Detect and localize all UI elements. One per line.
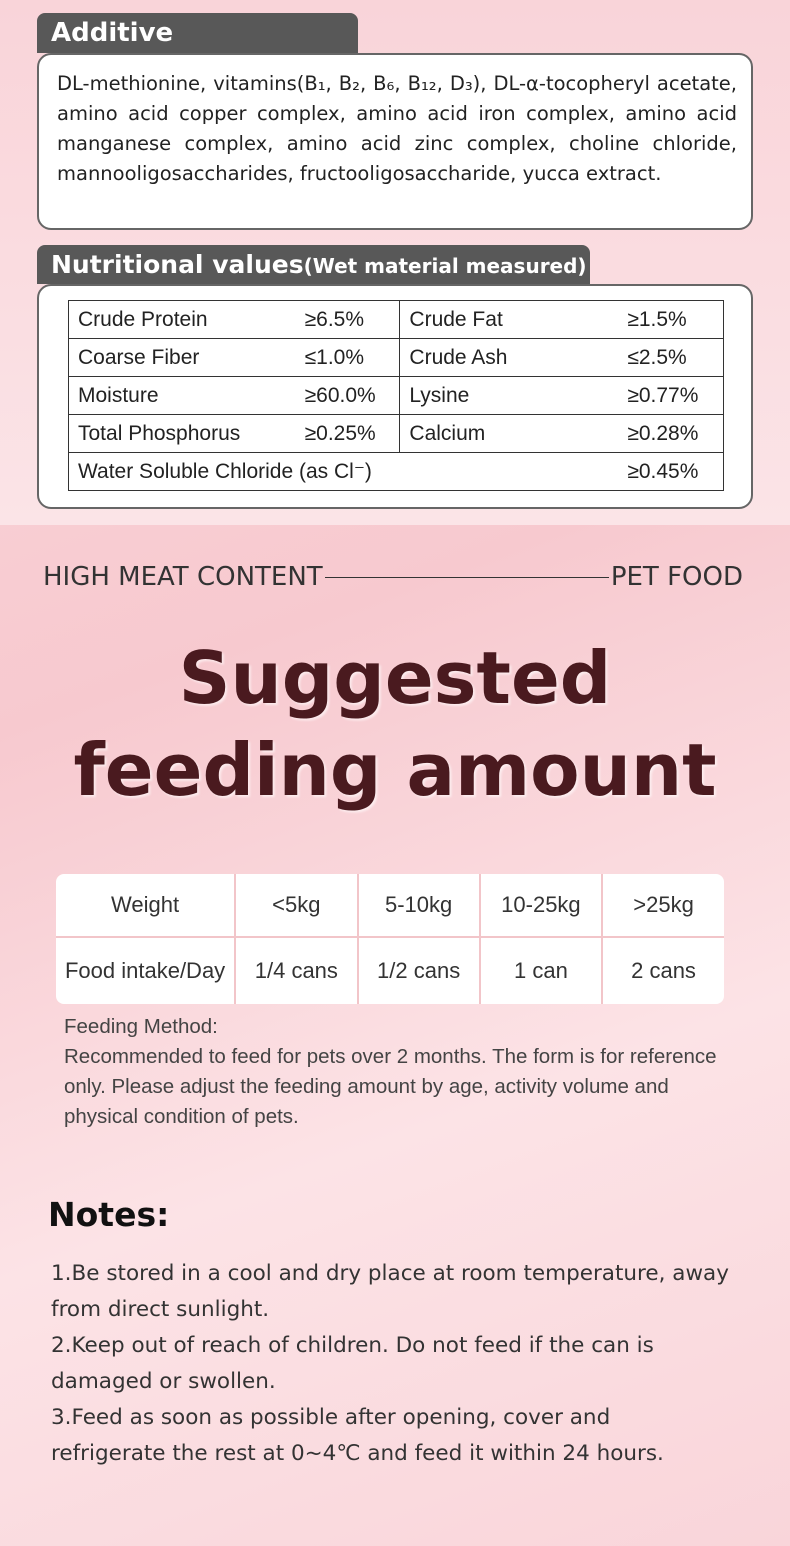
- nutrition-cell: Lysine: [399, 376, 619, 415]
- tagline-rule: [324, 576, 609, 578]
- note-item: 2.Keep out of reach of children. Do not …: [51, 1333, 654, 1394]
- notes-list: 1.Be stored in a cool and dry place at r…: [51, 1256, 731, 1472]
- nutrition-body: Crude Protein ≥6.5% Crude Fat ≥1.5% Coarse F…: [68, 300, 724, 491]
- feeding-cell: 2 cans: [601, 936, 724, 1004]
- nutrition-cell: ≥6.5%: [295, 300, 400, 339]
- nutrition-table: Crude Protein ≥6.5% Crude Fat ≥1.5% Coarse F…: [68, 300, 724, 491]
- nutrition-cell: ≥1.5%: [618, 300, 724, 339]
- feeding-row: Weight <5kg 5-10kg 10-25kg >25kg: [56, 874, 724, 938]
- nutrition-row: Moisture ≥60.0% Lysine ≥0.77%: [68, 376, 724, 415]
- nutrition-cell: Water Soluble Chloride (as Cl⁻): [68, 452, 619, 491]
- feeding-method: Feeding Method: Recommended to feed for …: [64, 1012, 729, 1132]
- tagline: HIGH MEAT CONTENT PET FOOD: [43, 562, 743, 592]
- feeding-cell: Weight: [56, 874, 237, 938]
- nutrition-cell: ≥60.0%: [295, 376, 400, 415]
- heading-line: feeding amount: [73, 728, 717, 812]
- nutrition-cell: ≤1.0%: [295, 338, 400, 377]
- feeding-cell: 10-25kg: [478, 874, 604, 938]
- nutrition-row: Water Soluble Chloride (as Cl⁻) ≥0.45%: [68, 452, 724, 491]
- nutrition-tab: Nutritional values(Wet material measured…: [37, 245, 590, 284]
- nutrition-cell: Coarse Fiber: [68, 338, 296, 377]
- additive-text: DL-methionine, vitamins(B₁, B₂, B₆, B₁₂,…: [57, 72, 737, 185]
- method-title: Feeding Method:: [64, 1015, 218, 1038]
- feeding-cell: >25kg: [601, 874, 724, 938]
- nutrition-row: Coarse Fiber ≤1.0% Crude Ash ≤2.5%: [68, 338, 724, 377]
- note-item: 1.Be stored in a cool and dry place at r…: [51, 1261, 729, 1322]
- nutrition-cell: Crude Fat: [399, 300, 619, 339]
- heading-line: Suggested: [178, 636, 612, 720]
- nutrition-cell: ≥0.77%: [618, 376, 724, 415]
- nutrition-row: Crude Protein ≥6.5% Crude Fat ≥1.5%: [68, 300, 724, 339]
- notes-title: Notes:: [48, 1195, 170, 1234]
- feeding-cell: 1/4 cans: [234, 936, 359, 1004]
- note-item: 3.Feed as soon as possible after opening…: [51, 1405, 664, 1466]
- nutrition-cell: ≥0.25%: [295, 414, 400, 453]
- feeding-cell: Food intake/Day: [56, 936, 237, 1004]
- nutrition-cell: Moisture: [68, 376, 296, 415]
- nutrition-cell: Calcium: [399, 414, 619, 453]
- nutrition-cell: Total Phosphorus: [68, 414, 296, 453]
- method-text: Recommended to feed for pets over 2 mont…: [64, 1045, 717, 1128]
- nutrition-row: Total Phosphorus ≥0.25% Calcium ≥0.28%: [68, 414, 724, 453]
- feeding-cell: 5-10kg: [356, 874, 481, 938]
- feeding-cell: <5kg: [234, 874, 359, 938]
- tagline-right: PET FOOD: [610, 562, 743, 592]
- nutrition-cell: ≥0.28%: [618, 414, 724, 453]
- feeding-body: Weight <5kg 5-10kg 10-25kg >25kg Food intake/…: [56, 874, 724, 1004]
- nutrition-subtitle: (Wet material measured): [303, 254, 587, 278]
- tagline-left: HIGH MEAT CONTENT: [43, 562, 323, 592]
- additive-tab: Additive composition:: [37, 13, 358, 88]
- nutrition-cell: ≥0.45%: [618, 452, 724, 491]
- nutrition-cell: Crude Ash: [399, 338, 619, 377]
- feeding-row: Food intake/Day 1/4 cans 1/2 cans 1 can 2 ca…: [56, 936, 724, 1004]
- nutrition-cell: ≤2.5%: [618, 338, 724, 377]
- feeding-table: Weight <5kg 5-10kg 10-25kg >25kg Food intake/…: [56, 874, 724, 1004]
- feeding-cell: 1/2 cans: [356, 936, 481, 1004]
- additive-box: DL-methionine, vitamins(B₁, B₂, B₆, B₁₂,…: [37, 53, 753, 230]
- nutrition-cell: Crude Protein: [68, 300, 296, 339]
- feeding-cell: 1 can: [478, 936, 604, 1004]
- nutrition-title: Nutritional values: [51, 250, 304, 279]
